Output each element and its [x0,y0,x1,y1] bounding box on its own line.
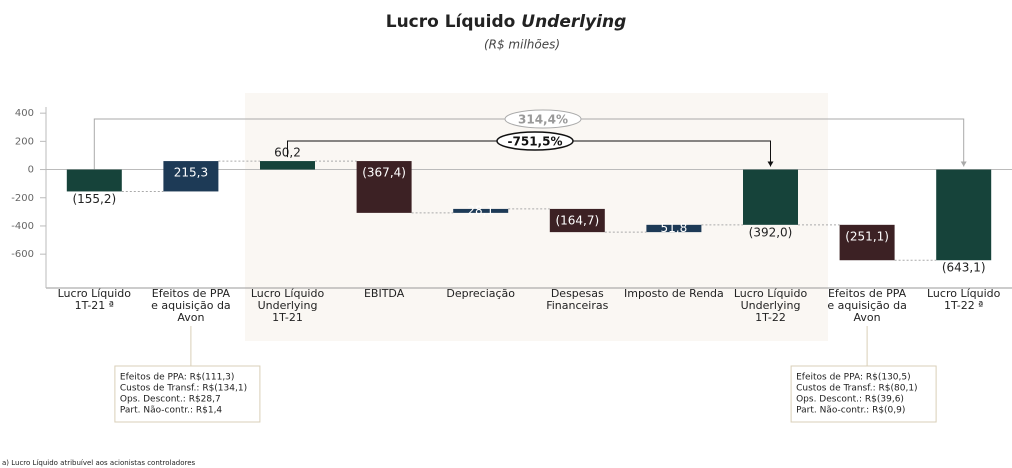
x-tick-label: Efeitos de PPA [828,287,907,300]
x-tick-label: 1T-22 [755,311,786,324]
y-tick-label: -400 [11,221,34,232]
bar [743,169,798,225]
note-line: Custos de Transf.: R$(80,1) [796,384,917,394]
value-label: (392,0) [749,225,793,239]
annotation-oval [496,131,574,151]
x-tick-label: Lucro Líquido [734,287,808,300]
arrowhead [960,161,967,167]
value-label: (251,1) [845,229,889,243]
value-label: (643,1) [942,261,986,275]
x-tick-label: Lucro Líquido [58,287,132,300]
x-tick-label: 1T-22 ª [944,299,983,312]
value-label: (155,2) [72,192,116,206]
x-tick-label: Avon [854,311,881,324]
x-tick-label: Despesas [551,287,604,300]
x-tick-label: 1T-21 ª [75,299,114,312]
x-tick-label: Avon [177,311,204,324]
bar [260,161,315,170]
note-box [114,365,261,423]
note-line: Ops. Descont.: R$(39,6) [796,395,904,405]
y-tick-label: -600 [11,249,34,260]
bar [163,161,219,192]
x-tick-label: Imposto de Renda [624,287,724,300]
title-part: Lucro Líquido [386,12,516,32]
note-line: Custos de Transf.: R$(134,1) [120,384,247,394]
note-line: Efeitos de PPA: R$(111,3) [120,373,235,383]
annotation: 314,4% [518,113,568,127]
value-label: (367,4) [362,166,406,180]
chart-subtitle: (R$ milhões) [484,38,560,52]
bar [839,224,895,261]
value-label: 215,3 [174,166,208,180]
footnote: a) Lucro Líquido atribuível aos acionist… [2,459,196,467]
note-line: Efeitos de PPA: R$(130,5) [796,373,911,383]
y-tick-label: 400 [15,108,34,119]
annotation: -751,5% [508,135,563,149]
bar [936,169,992,261]
bar [453,208,509,213]
note-line: Part. Não-contr.: R$1,4 [120,406,223,416]
bar [356,161,412,213]
title-part: Underlying [521,12,626,32]
bar [66,169,122,192]
x-tick-label: Financeiras [546,299,608,312]
x-tick-label: EBITDA [364,287,405,300]
arrowhead [767,161,774,167]
x-tick-label: Depreciação [446,287,515,300]
chart-title: Lucro Líquido Underlying [386,12,627,32]
y-tick-label: -200 [11,193,34,204]
value-label: (164,7) [555,213,599,227]
bar [549,208,605,233]
value-label: 28,1 [467,203,494,217]
annotation-oval [504,109,582,129]
x-tick-label: 1T-21 [272,311,303,324]
x-tick-label: e aquisição da [151,299,231,312]
x-tick-label: Underlying [741,299,801,312]
x-tick-label: Lucro Líquido [251,287,325,300]
x-tick-label: e aquisição da [827,299,907,312]
note-line: Part. Não-contr.: R$(0,9) [796,406,905,416]
x-tick-label: Lucro Líquido [927,287,1001,300]
x-tick-label: Underlying [258,299,318,312]
bar [646,224,702,233]
note-line: Ops. Descont.: R$28,7 [120,395,221,405]
y-tick-label: 200 [15,136,34,147]
value-label: 51,8 [661,221,688,235]
x-tick-label: Efeitos de PPA [152,287,231,300]
y-tick-label: 0 [28,165,34,176]
note-box [790,365,937,423]
